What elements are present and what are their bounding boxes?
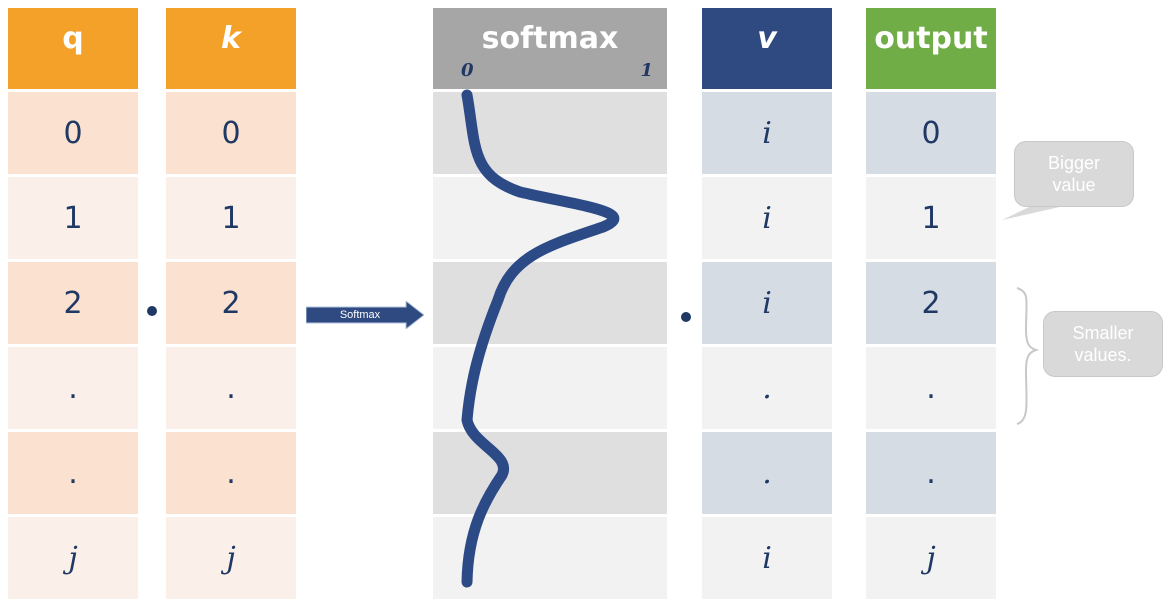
v-header: v [702,8,832,89]
k-header: k [166,8,296,89]
q-cell: . [8,432,138,514]
softmax-cell [433,262,667,344]
v-cell: . [702,347,832,429]
q-cell: 2 [8,262,138,344]
bigger-value-callout-text: Bigger value [1047,153,1101,195]
output-column: output 0 1 2 . . j [866,8,996,599]
q-header: q [8,8,138,89]
k-cell: 0 [166,92,296,174]
softmax-arrow [306,301,424,329]
output-cell: j [866,517,996,599]
smaller-values-brace [1016,287,1040,425]
smaller-values-callout: Smaller values. [1043,311,1163,377]
v-header-label: v [757,21,777,56]
output-cell: 0 [866,92,996,174]
smaller-values-callout-text: Smaller values. [1072,323,1134,365]
softmax-cell [433,92,667,174]
q-column: q 0 1 2 . . j [8,8,138,599]
softmax-cell [433,432,667,514]
softmax-cell [433,347,667,429]
output-header: output [866,8,996,89]
v-column: v i i i . . i [702,8,832,599]
k-cell: . [166,347,296,429]
softmax-header-label: softmax [481,21,619,56]
softmax-axis-min: 0 [461,60,474,81]
k-cell: 1 [166,177,296,259]
output-cell: . [866,432,996,514]
q-cell: 1 [8,177,138,259]
bigger-value-callout: Bigger value [1014,141,1134,207]
k-column: k 0 1 2 . . j [166,8,296,599]
softmax-axis-max: 1 [640,60,653,81]
k-cell: . [166,432,296,514]
v-cell: i [702,517,832,599]
output-cell: 1 [866,177,996,259]
q-cell: j [8,517,138,599]
softmax-cell [433,177,667,259]
v-cell: i [702,262,832,344]
softmax-cell [433,517,667,599]
dot-product-operator [681,312,691,322]
output-header-label: output [874,21,988,56]
v-cell: i [702,177,832,259]
q-header-label: q [62,21,84,56]
softmax-arrow-label: Softmax [339,309,381,321]
dot-product-operator [147,306,157,316]
softmax-header: softmax 0 1 [433,8,667,89]
k-header-label: k [221,21,241,56]
q-cell: 0 [8,92,138,174]
k-cell: 2 [166,262,296,344]
v-cell: . [702,432,832,514]
q-cell: . [8,347,138,429]
softmax-column: softmax 0 1 [433,8,667,599]
k-cell: j [166,517,296,599]
v-cell: i [702,92,832,174]
output-cell: . [866,347,996,429]
output-cell: 2 [866,262,996,344]
